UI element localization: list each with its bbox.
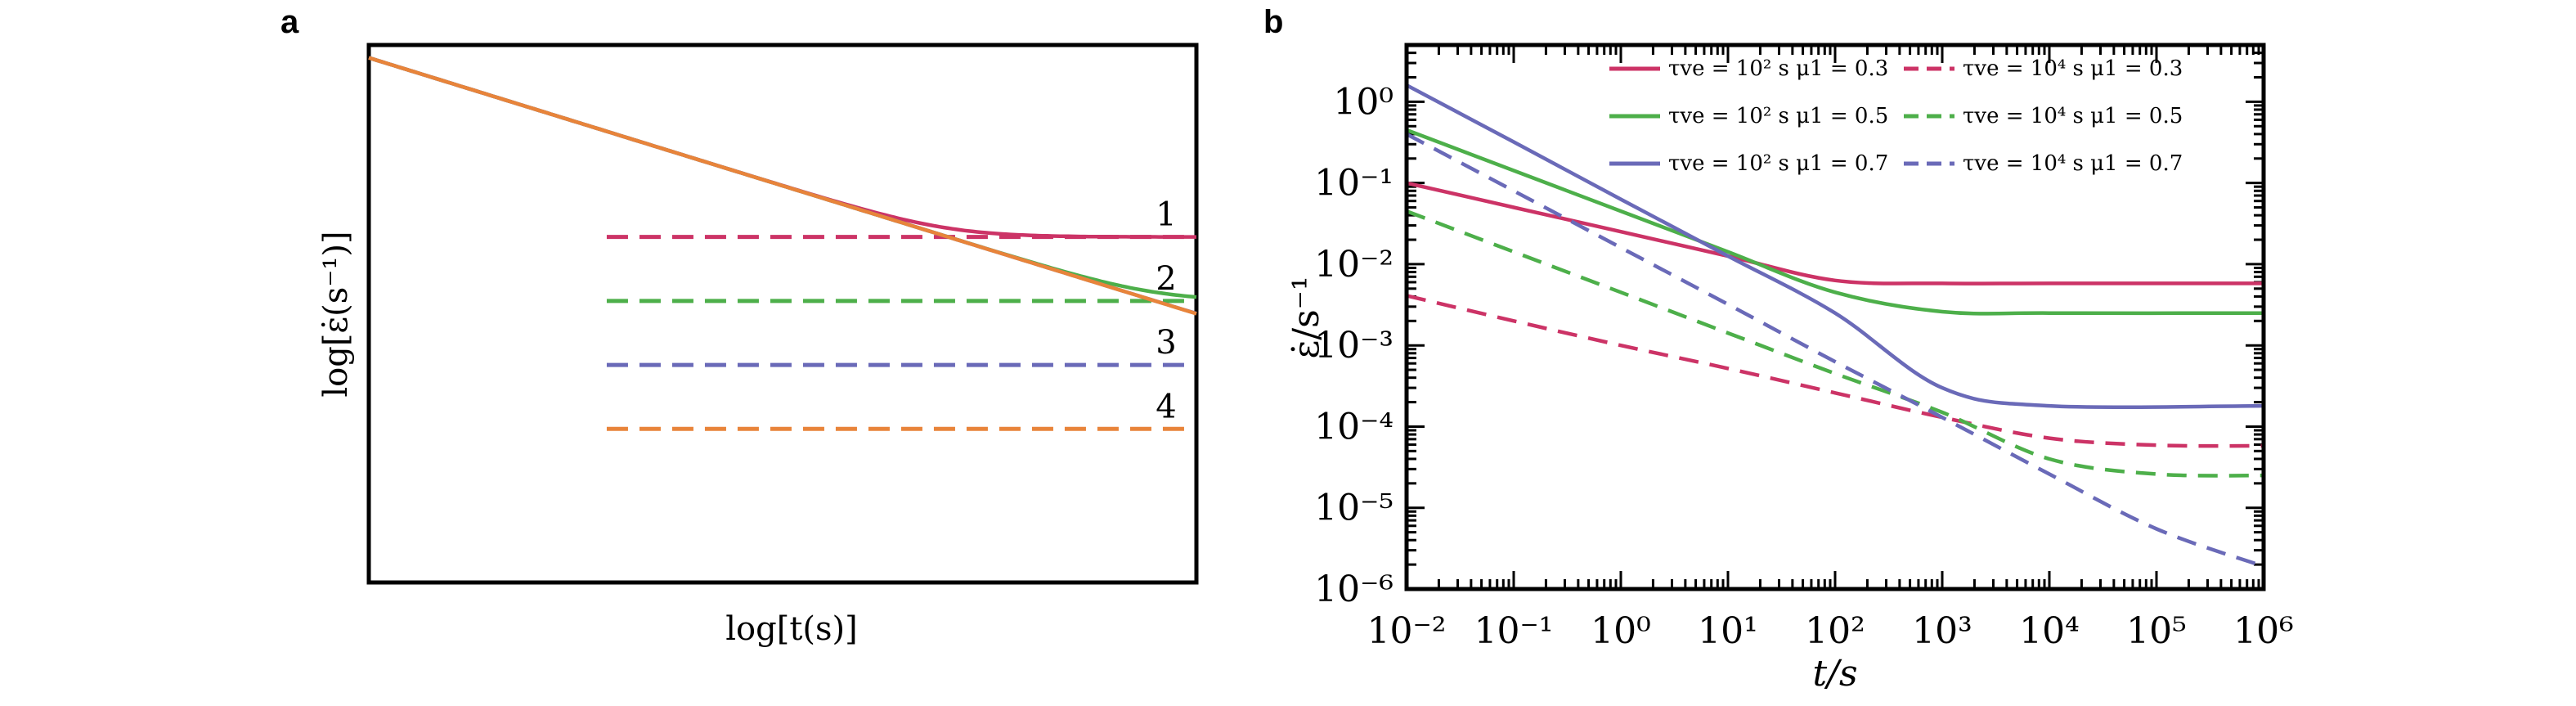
panel-b-xtick-label: 10⁰ bbox=[1591, 610, 1651, 652]
panel-b-series-2 bbox=[1407, 128, 2264, 316]
panel-b-series-4 bbox=[1407, 83, 2264, 409]
panel-b-series-5 bbox=[1407, 132, 2264, 569]
panel-b-xtick-label: 10⁵ bbox=[2126, 610, 2187, 652]
panel-b-xtick-label: 10² bbox=[1805, 610, 1865, 652]
panel-b-ytick-label: 10⁻⁶ bbox=[1314, 569, 1393, 610]
panel-b-series bbox=[1407, 83, 2264, 569]
panel-b-xlabel: t/s bbox=[1812, 653, 1857, 695]
panel-b-frame bbox=[1404, 43, 2266, 591]
panel-b-xtick-label: 10⁴ bbox=[2019, 610, 2080, 652]
panel-b-xtick-label: 10³ bbox=[1912, 610, 1972, 652]
panel-b-legend-label-2: τve = 10² s μ1 = 0.5 bbox=[1668, 104, 1888, 128]
panel-b-tick-labels: 10⁻² 10⁻¹ 10⁰ 10¹ 10² 10³ 10⁴ 10⁵ 10⁶ 10⁰ 10⁻¹ 10⁻²… bbox=[1314, 81, 2294, 652]
panel-b-ylabel: ε̇/s⁻¹ bbox=[1286, 276, 1327, 358]
panel-b-ytick-label: 10⁰ bbox=[1333, 81, 1393, 123]
panel-b-series-1 bbox=[1407, 294, 2264, 448]
panel-b-ytick-label: 10⁻³ bbox=[1314, 325, 1393, 366]
panel-a-curve-labels: 1 2 3 4 bbox=[1156, 196, 1176, 426]
panel-b-ytick-label: 10⁻² bbox=[1314, 244, 1393, 286]
panel-b-xtick-label: 10⁶ bbox=[2233, 610, 2294, 652]
panel-a-label: a bbox=[280, 4, 299, 40]
panel-b-legend-label-3: τve = 10⁴ s μ1 = 0.5 bbox=[1963, 104, 2183, 128]
panel-b-ytick-label: 10⁻¹ bbox=[1314, 163, 1393, 205]
panel-b-xtick-label: 10⁻¹ bbox=[1474, 610, 1554, 652]
panel-b-xtick-label: 10⁻² bbox=[1367, 610, 1447, 652]
panel-b-ytick-label: 10⁻⁴ bbox=[1314, 406, 1393, 447]
panel-b-legend-label-0: τve = 10² s μ1 = 0.3 bbox=[1668, 56, 1888, 81]
panel-a-curve-2 bbox=[368, 56, 1197, 299]
panel-b-legend-label-4: τve = 10² s μ1 = 0.7 bbox=[1668, 151, 1888, 176]
panel-a-curve-label-4: 4 bbox=[1156, 388, 1176, 425]
panel-a-curve-label-3: 3 bbox=[1156, 324, 1176, 362]
panel-b-label: b bbox=[1263, 4, 1283, 40]
panel-b-legend-label-1: τve = 10⁴ s μ1 = 0.3 bbox=[1963, 56, 2183, 81]
panel-b-series-0 bbox=[1407, 181, 2264, 286]
panel-a-curve-label-1: 1 bbox=[1156, 196, 1176, 234]
panel-a-curve-label-2: 2 bbox=[1156, 260, 1176, 298]
panel-a-xlabel: log[t(s)] bbox=[725, 610, 858, 648]
panel-a-curves bbox=[368, 56, 1197, 431]
panel-a-frame bbox=[366, 43, 1199, 585]
panel-b-legend: τve = 10² s μ1 = 0.3 τve = 10⁴ s μ1 = 0.3… bbox=[1609, 56, 2183, 176]
panel-b-legend-label-5: τve = 10⁴ s μ1 = 0.7 bbox=[1963, 151, 2183, 176]
panel-a-ylabel: log[ε̇(s⁻¹)] bbox=[317, 231, 355, 397]
panel-b-xtick-label: 10¹ bbox=[1698, 610, 1758, 652]
panel-a-curve-1 bbox=[368, 56, 1196, 239]
panel-a-curve-4 bbox=[368, 56, 1197, 316]
panel-b-series-3 bbox=[1407, 209, 2264, 478]
panel-b-ytick-label: 10⁻⁵ bbox=[1314, 488, 1393, 529]
